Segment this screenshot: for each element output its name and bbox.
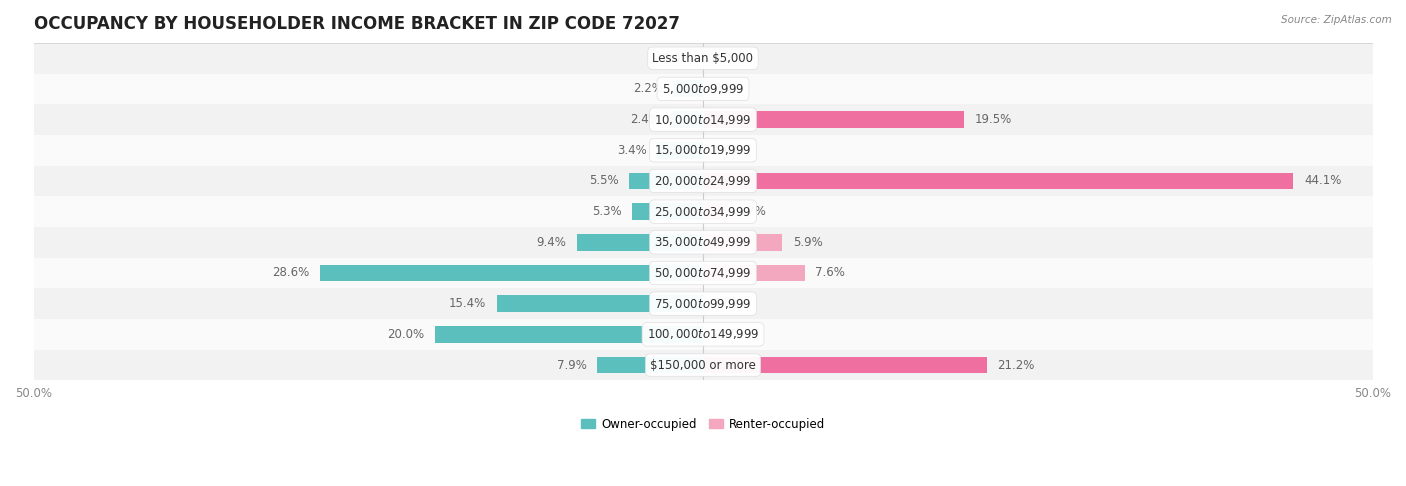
Bar	[321, 264, 703, 281]
Text: 2.4%: 2.4%	[630, 113, 661, 126]
Bar	[703, 203, 725, 220]
Text: 0.0%: 0.0%	[714, 83, 744, 95]
Text: $15,000 to $19,999: $15,000 to $19,999	[654, 143, 752, 157]
Text: 28.6%: 28.6%	[273, 266, 309, 279]
Text: $150,000 or more: $150,000 or more	[650, 359, 756, 371]
Text: $50,000 to $74,999: $50,000 to $74,999	[654, 266, 752, 280]
Text: 7.9%: 7.9%	[557, 359, 586, 371]
Bar	[703, 357, 987, 373]
Bar	[436, 326, 703, 343]
Text: 5.5%: 5.5%	[589, 174, 619, 188]
Text: 5.3%: 5.3%	[592, 205, 621, 218]
Bar	[34, 196, 1372, 227]
Text: 19.5%: 19.5%	[974, 113, 1012, 126]
Text: $5,000 to $9,999: $5,000 to $9,999	[662, 82, 744, 96]
Text: OCCUPANCY BY HOUSEHOLDER INCOME BRACKET IN ZIP CODE 72027: OCCUPANCY BY HOUSEHOLDER INCOME BRACKET …	[34, 15, 679, 33]
Text: 20.0%: 20.0%	[388, 328, 425, 341]
Text: 7.6%: 7.6%	[815, 266, 845, 279]
Text: Source: ZipAtlas.com: Source: ZipAtlas.com	[1281, 15, 1392, 25]
Text: 0.0%: 0.0%	[714, 328, 744, 341]
Text: 2.2%: 2.2%	[633, 83, 662, 95]
Bar	[496, 295, 703, 312]
Text: $25,000 to $34,999: $25,000 to $34,999	[654, 205, 752, 219]
Legend: Owner-occupied, Renter-occupied: Owner-occupied, Renter-occupied	[576, 413, 830, 435]
Bar	[34, 319, 1372, 350]
Bar	[658, 142, 703, 159]
Text: 0.0%: 0.0%	[714, 297, 744, 310]
Text: 9.4%: 9.4%	[537, 236, 567, 249]
Bar	[34, 104, 1372, 135]
Text: 0.0%: 0.0%	[662, 52, 692, 65]
Text: $100,000 to $149,999: $100,000 to $149,999	[647, 328, 759, 341]
Bar	[34, 43, 1372, 73]
Bar	[703, 111, 965, 128]
Text: $75,000 to $99,999: $75,000 to $99,999	[654, 296, 752, 311]
Text: 44.1%: 44.1%	[1305, 174, 1341, 188]
Bar	[703, 234, 782, 251]
Bar	[630, 173, 703, 190]
Bar	[703, 173, 1294, 190]
Bar	[34, 166, 1372, 196]
Text: 15.4%: 15.4%	[449, 297, 486, 310]
Text: 0.0%: 0.0%	[714, 144, 744, 157]
Bar	[673, 81, 703, 97]
Text: 3.4%: 3.4%	[617, 144, 647, 157]
Bar	[671, 111, 703, 128]
Bar	[34, 135, 1372, 166]
Text: 1.7%: 1.7%	[737, 205, 766, 218]
Text: 5.9%: 5.9%	[793, 236, 823, 249]
Text: $20,000 to $24,999: $20,000 to $24,999	[654, 174, 752, 188]
Bar	[34, 227, 1372, 258]
Text: 0.0%: 0.0%	[714, 52, 744, 65]
Text: $35,000 to $49,999: $35,000 to $49,999	[654, 235, 752, 249]
Bar	[598, 357, 703, 373]
Bar	[576, 234, 703, 251]
Bar	[34, 73, 1372, 104]
Text: Less than $5,000: Less than $5,000	[652, 52, 754, 65]
Bar	[34, 258, 1372, 288]
Text: 21.2%: 21.2%	[998, 359, 1035, 371]
Bar	[34, 288, 1372, 319]
Bar	[703, 264, 804, 281]
Text: $10,000 to $14,999: $10,000 to $14,999	[654, 113, 752, 126]
Bar	[34, 350, 1372, 381]
Bar	[633, 203, 703, 220]
